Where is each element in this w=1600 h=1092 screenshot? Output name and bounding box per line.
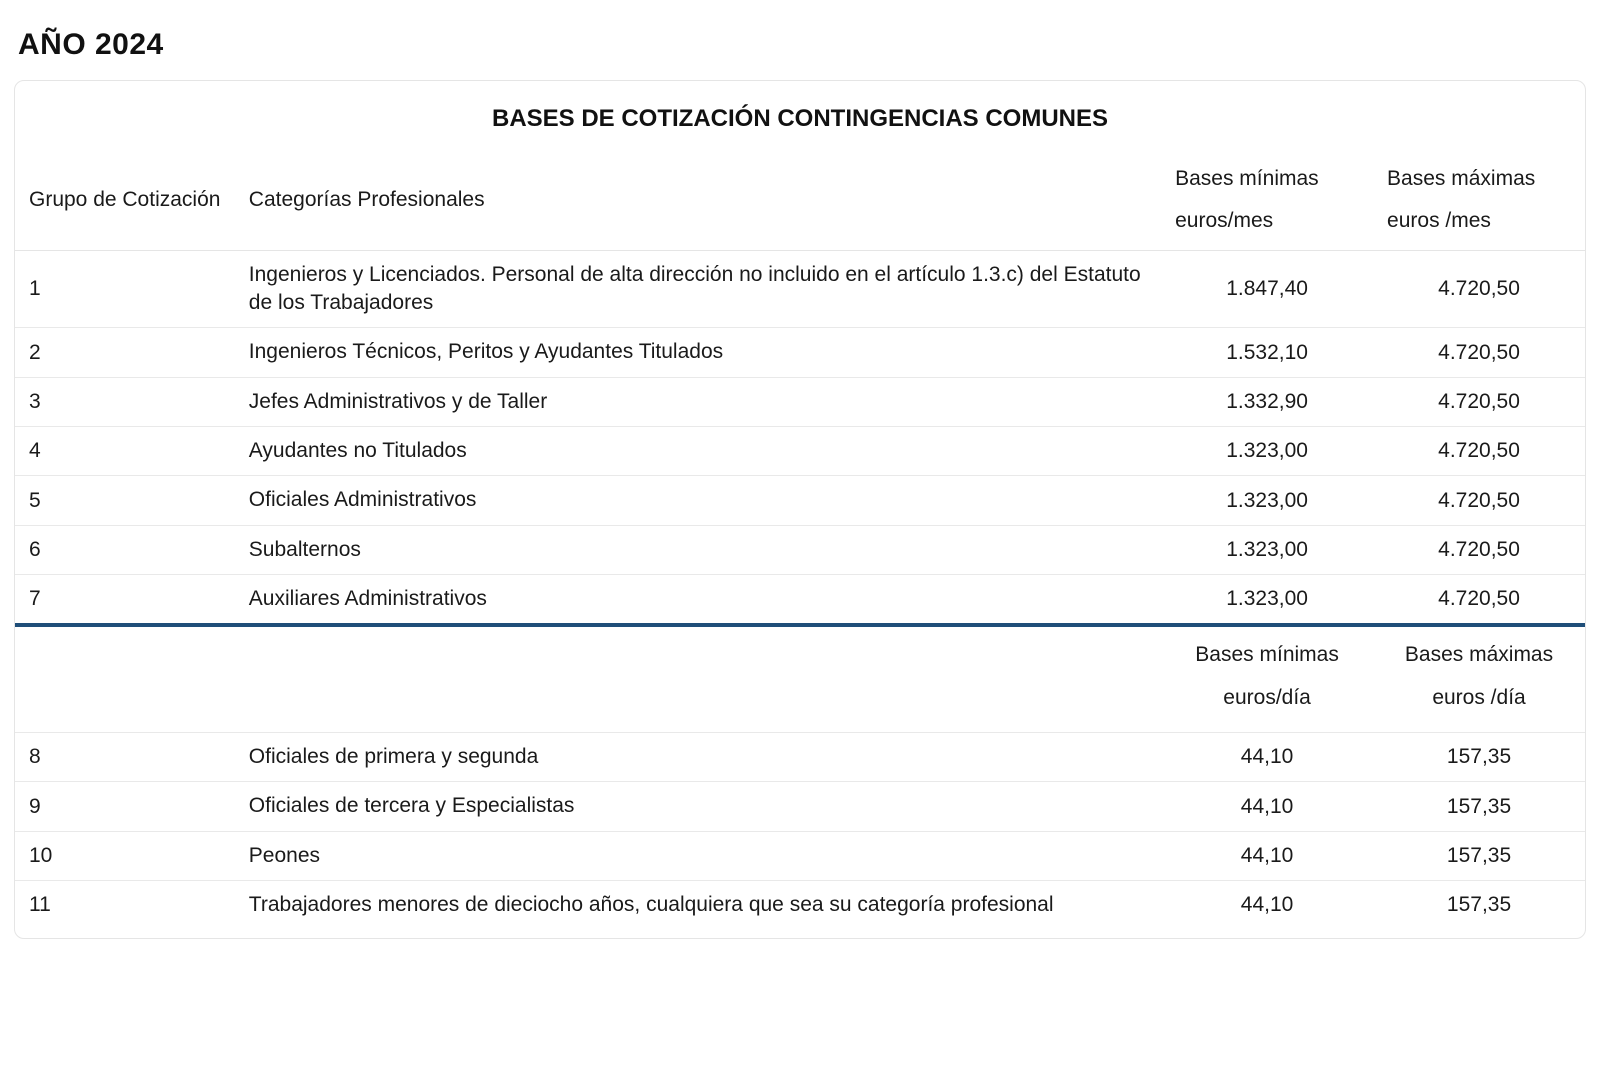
table-row: 10Peones44,10157,35 <box>15 831 1585 880</box>
cell-grupo: 10 <box>15 831 235 880</box>
mid-blank <box>235 625 1161 732</box>
cell-min: 1.323,00 <box>1161 575 1373 626</box>
cell-max: 4.720,50 <box>1373 377 1585 426</box>
cell-max: 157,35 <box>1373 782 1585 831</box>
cell-min: 44,10 <box>1161 831 1373 880</box>
cell-max: 4.720,50 <box>1373 427 1585 476</box>
cell-min: 1.323,00 <box>1161 476 1373 525</box>
cell-grupo: 6 <box>15 525 235 574</box>
cell-grupo: 3 <box>15 377 235 426</box>
cell-min: 44,10 <box>1161 782 1373 831</box>
cell-grupo: 7 <box>15 575 235 626</box>
table-header-row: Grupo de Cotización Categorías Profesion… <box>15 157 1585 250</box>
cell-max: 4.720,50 <box>1373 525 1585 574</box>
table-row: 9Oficiales de tercera y Especialistas44,… <box>15 782 1585 831</box>
col-header-min-line2: euros/mes <box>1175 207 1359 235</box>
cell-categoria: Ingenieros y Licenciados. Personal de al… <box>235 250 1161 328</box>
col-header-max: Bases máximas euros /mes <box>1373 157 1585 250</box>
cell-categoria: Jefes Administrativos y de Taller <box>235 377 1161 426</box>
mid-min-l2: euros/día <box>1175 684 1359 712</box>
col-header-max-line2: euros /mes <box>1387 207 1571 235</box>
cell-grupo: 9 <box>15 782 235 831</box>
cell-min: 1.323,00 <box>1161 427 1373 476</box>
table-row: 8Oficiales de primera y segunda44,10157,… <box>15 733 1585 782</box>
col-header-categorias: Categorías Profesionales <box>235 157 1161 250</box>
cell-min: 1.332,90 <box>1161 377 1373 426</box>
cell-min: 1.847,40 <box>1161 250 1373 328</box>
table-row: 5Oficiales Administrativos1.323,004.720,… <box>15 476 1585 525</box>
cell-max: 4.720,50 <box>1373 328 1585 377</box>
cell-categoria: Subalternos <box>235 525 1161 574</box>
cell-categoria: Oficiales de tercera y Especialistas <box>235 782 1161 831</box>
cell-min: 1.532,10 <box>1161 328 1373 377</box>
cell-min: 44,10 <box>1161 733 1373 782</box>
col-header-min-line1: Bases mínimas <box>1175 165 1359 193</box>
cell-max: 157,35 <box>1373 831 1585 880</box>
cell-grupo: 8 <box>15 733 235 782</box>
table-row: 2Ingenieros Técnicos, Peritos y Ayudante… <box>15 328 1585 377</box>
cell-min: 44,10 <box>1161 881 1373 930</box>
cell-categoria: Oficiales Administrativos <box>235 476 1161 525</box>
mid-max-l1: Bases máximas <box>1387 641 1571 669</box>
table-row: 7Auxiliares Administrativos1.323,004.720… <box>15 575 1585 626</box>
cell-grupo: 1 <box>15 250 235 328</box>
mid-blank <box>15 625 235 732</box>
cell-max: 4.720,50 <box>1373 575 1585 626</box>
cell-min: 1.323,00 <box>1161 525 1373 574</box>
cell-categoria: Ayudantes no Titulados <box>235 427 1161 476</box>
col-header-grupo: Grupo de Cotización <box>15 157 235 250</box>
cell-grupo: 2 <box>15 328 235 377</box>
cell-grupo: 11 <box>15 881 235 930</box>
table-caption: BASES DE COTIZACIÓN CONTINGENCIAS COMUNE… <box>15 87 1585 157</box>
cell-categoria: Auxiliares Administrativos <box>235 575 1161 626</box>
cell-max: 157,35 <box>1373 733 1585 782</box>
table-row: 4Ayudantes no Titulados1.323,004.720,50 <box>15 427 1585 476</box>
page-title: AÑO 2024 <box>18 28 1586 62</box>
table-container: BASES DE COTIZACIÓN CONTINGENCIAS COMUNE… <box>14 80 1586 939</box>
table-row: 3Jefes Administrativos y de Taller1.332,… <box>15 377 1585 426</box>
cell-grupo: 5 <box>15 476 235 525</box>
cell-categoria: Peones <box>235 831 1161 880</box>
cell-max: 4.720,50 <box>1373 250 1585 328</box>
mid-header-min: Bases mínimas euros/día <box>1161 625 1373 732</box>
mid-min-l1: Bases mínimas <box>1175 641 1359 669</box>
cell-max: 157,35 <box>1373 881 1585 930</box>
table-row: 6Subalternos1.323,004.720,50 <box>15 525 1585 574</box>
table-body: 1Ingenieros y Licenciados. Personal de a… <box>15 250 1585 929</box>
col-header-min: Bases mínimas euros/mes <box>1161 157 1373 250</box>
mid-header-max: Bases máximas euros /día <box>1373 625 1585 732</box>
mid-header-row: Bases mínimas euros/día Bases máximas euros… <box>15 625 1585 732</box>
cell-categoria: Ingenieros Técnicos, Peritos y Ayudantes… <box>235 328 1161 377</box>
cell-categoria: Oficiales de primera y segunda <box>235 733 1161 782</box>
cell-grupo: 4 <box>15 427 235 476</box>
table-row: 11Trabajadores menores de dieciocho años… <box>15 881 1585 930</box>
bases-cotizacion-table: BASES DE COTIZACIÓN CONTINGENCIAS COMUNE… <box>15 87 1585 930</box>
table-row: 1Ingenieros y Licenciados. Personal de a… <box>15 250 1585 328</box>
col-header-max-line1: Bases máximas <box>1387 165 1571 193</box>
mid-max-l2: euros /día <box>1387 684 1571 712</box>
cell-categoria: Trabajadores menores de dieciocho años, … <box>235 881 1161 930</box>
cell-max: 4.720,50 <box>1373 476 1585 525</box>
